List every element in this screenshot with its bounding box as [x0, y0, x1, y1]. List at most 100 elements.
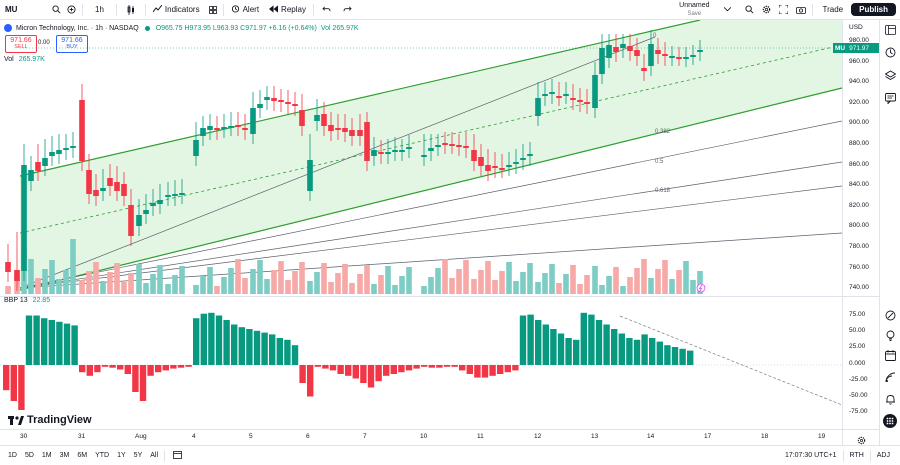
sell-label: SELL [14, 44, 28, 50]
fib-fan-lines[interactable] [19, 36, 843, 289]
trade-button[interactable]: Trade [815, 0, 852, 19]
ideas-bulb-icon[interactable] [883, 328, 897, 342]
candle-body [478, 157, 484, 166]
bbp-bar [527, 314, 534, 365]
price-axis[interactable]: USD 980.00 960.00 940.00 920.00 900.00 880.00… [843, 20, 880, 296]
price-tick: 940.00 [849, 78, 869, 86]
volume-bar [193, 285, 199, 294]
quick-search-icon[interactable] [741, 0, 758, 19]
indicators-button[interactable]: Indicators [148, 0, 205, 19]
layout-grid-icon[interactable] [205, 0, 221, 19]
adjust-button[interactable]: ADJ [876, 452, 890, 459]
range-all[interactable]: All [150, 452, 159, 459]
candle-body [535, 98, 541, 116]
volume-bar [406, 267, 412, 294]
signal-stream-icon[interactable] [883, 370, 897, 384]
candle-body [371, 150, 377, 156]
layout-name-button[interactable]: Unnamed Save [669, 0, 740, 19]
bbp-histogram [3, 312, 694, 410]
time-axis[interactable]: 30 31 Aug 4 5 6 7 10 11 12 13 14 17 18 19 [0, 430, 842, 445]
replay-label: Replay [281, 5, 306, 14]
candle-body [278, 100, 284, 102]
range-5d[interactable]: 5D [24, 452, 34, 459]
fullscreen-icon[interactable] [775, 0, 792, 19]
apps-grid-icon[interactable] [883, 414, 897, 428]
chart-canvas[interactable]: 0 0.382 0.5 0.618 [0, 20, 880, 445]
settings-gear-icon[interactable] [758, 0, 775, 19]
calendar-icon[interactable] [883, 348, 897, 362]
volume-bar [592, 266, 598, 294]
volume-bar [328, 282, 334, 294]
symbol-label: MU [5, 5, 18, 14]
redo-icon[interactable] [337, 0, 358, 19]
range-1y[interactable]: 1Y [117, 452, 126, 459]
bbp-bar [147, 365, 154, 376]
range-1m[interactable]: 1M [41, 452, 52, 459]
volume-bar [349, 283, 355, 294]
bbp-bar [375, 365, 382, 382]
bbp-bar [504, 365, 511, 373]
save-label: Save [687, 10, 702, 17]
candles-style-icon[interactable] [119, 0, 143, 19]
camera-snapshot-icon[interactable] [792, 0, 810, 19]
undo-icon[interactable] [316, 0, 337, 19]
watchlist-icon[interactable] [883, 23, 897, 37]
date-range-calendar-icon[interactable] [167, 450, 188, 461]
volume-bar [399, 276, 405, 294]
volume-bar [28, 259, 34, 294]
replay-button[interactable]: Replay [264, 0, 311, 19]
channel-upper-line[interactable] [19, 20, 701, 177]
target-icon[interactable] [883, 308, 897, 322]
alert-button[interactable]: Alert [226, 0, 264, 19]
symbol-search-button[interactable]: MU [0, 0, 50, 19]
volume-bar [478, 270, 484, 294]
layers-icon[interactable] [883, 68, 897, 82]
buy-button[interactable]: 971.66 BUY [56, 35, 88, 53]
volume-bar [49, 260, 55, 294]
sell-button[interactable]: 971.66 SELL [5, 35, 37, 53]
bbp-bar [405, 365, 413, 371]
candle-body [485, 165, 491, 171]
vol-inline: Vol 265.97K [320, 24, 359, 32]
notifications-bell-icon[interactable] [883, 392, 897, 406]
bbp-bar [542, 324, 549, 365]
events-flash-icon[interactable] [696, 283, 706, 293]
volume-bar [299, 262, 305, 294]
volume-bar [221, 277, 227, 294]
bbp-bar [276, 338, 283, 365]
bbp-bar [193, 318, 200, 365]
channel-lower-line[interactable] [19, 87, 843, 291]
session-button[interactable]: RTH [849, 452, 864, 459]
range-3m[interactable]: 3M [59, 452, 70, 459]
bbp-bar [345, 365, 352, 376]
layout-name-label: Unnamed [679, 1, 710, 9]
bbp-bar [33, 315, 40, 365]
compare-add-icon[interactable] [63, 0, 80, 19]
candle-body [49, 152, 55, 156]
interval-button[interactable]: 1h [85, 0, 114, 19]
candle-body [690, 55, 696, 57]
chat-icon[interactable] [883, 91, 897, 105]
price-tick: 860.00 [849, 160, 869, 168]
timezone-clock[interactable]: 17:07:30 UTC+1 [784, 452, 837, 459]
volume-bar [314, 272, 320, 294]
time-axis-settings-icon[interactable] [857, 432, 867, 445]
tradingview-logo[interactable]: TradingView [8, 414, 92, 426]
price-tick: 960.00 [849, 57, 869, 65]
range-6m[interactable]: 6M [77, 452, 88, 459]
bbp-axis[interactable]: 75.00 50.00 25.00 0.000 -25.00 -50.00 -75.00 [843, 297, 880, 429]
volume-bar [471, 279, 477, 294]
ohlc-values: O965.75 H973.95 L963.93 C971.97 +6.16 (+… [155, 24, 317, 32]
candle-body [42, 158, 48, 166]
candle-body [399, 150, 405, 152]
alerts-clock-icon[interactable] [883, 45, 897, 59]
search-icon[interactable] [50, 0, 63, 19]
symbol-title[interactable]: Micron Technology, Inc. · 1h · NASDAQ [16, 24, 139, 32]
bbp-bar [177, 365, 185, 368]
bbp-bar [367, 365, 375, 388]
range-5y[interactable]: 5Y [133, 452, 143, 459]
bbp-bar [41, 318, 48, 365]
range-ytd[interactable]: YTD [95, 452, 110, 459]
range-1d[interactable]: 1D [8, 452, 17, 459]
publish-button[interactable]: Publish [851, 3, 896, 16]
